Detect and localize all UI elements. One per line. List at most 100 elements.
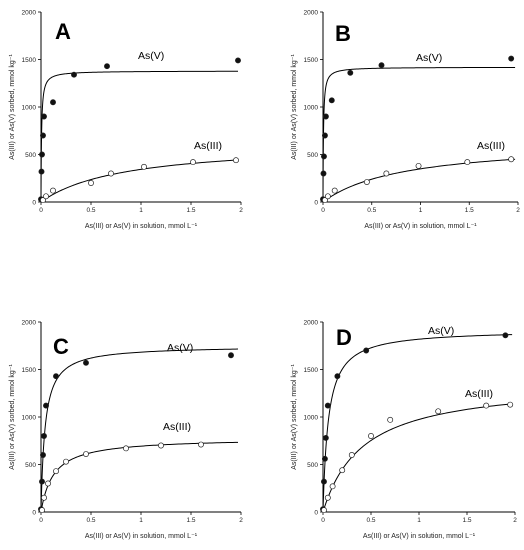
x-tick-label: 1 [417,517,421,524]
x-tick-label: 2 [239,207,243,214]
data-point [40,452,46,458]
y-tick-label: 500 [25,152,36,159]
series-as-iii: As(III) [39,421,239,514]
y-axis-label: As(III) or As(V) sorbed, mmol kg⁻¹ [291,364,298,470]
data-point [329,483,336,490]
data-point [40,197,46,204]
x-tick-label: 1.5 [465,207,474,214]
y-tick-label: 1500 [304,367,319,374]
x-tick-label: 1 [139,517,143,524]
data-point [45,480,51,487]
x-tick-label: 1.5 [462,517,471,524]
series-as-iii: As(III) [322,140,516,204]
x-tick-label: 2 [513,517,517,524]
data-point [321,153,327,160]
y-tick-label: 0 [32,509,36,516]
data-point [322,434,329,441]
data-point [508,55,515,62]
x-axis-label: As(III) or As(V) in solution, mmol L⁻¹ [363,533,476,540]
data-point [158,442,164,449]
data-point [464,159,471,166]
data-point [63,458,69,465]
data-point [331,187,338,194]
y-tick-label: 500 [25,462,36,469]
data-point [71,71,77,78]
data-point [50,99,56,106]
data-point [39,151,45,158]
x-tick-label: 1 [139,207,143,214]
data-point [83,359,89,366]
data-point [40,132,46,139]
data-point [41,494,47,501]
data-point [39,478,45,485]
panel-label: D [336,325,352,350]
data-point [43,402,49,409]
fit-curve [322,403,513,513]
fit-curve [322,66,516,202]
panel-d-chart: 0 0.5 1 1.5 2 0 500 1000 1500 2000 As(III) or As(V… [291,319,517,540]
data-point [83,451,89,457]
series-as-v: As(V) [38,50,241,203]
y-tick-label: 1500 [22,57,37,64]
y-tick-label: 1000 [304,414,319,421]
data-point [363,179,370,185]
y-tick-label: 500 [307,152,318,159]
y-tick-label: 1000 [22,414,37,421]
data-point [53,373,59,380]
data-point [43,193,49,200]
series-as-iii: As(III) [321,388,514,514]
data-point [378,62,385,69]
data-point [233,157,239,164]
y-tick-label: 1000 [22,104,37,111]
x-axis-label: As(III) or As(V) in solution, mmol L⁻¹ [364,223,477,230]
y-axis-label: As(III) or As(V) sorbed, mmol kg⁻¹ [291,54,298,160]
y-axis-label: As(III) or As(V) sorbed, mmol kg⁻¹ [9,364,16,470]
data-point [507,401,514,408]
fit-curve [40,441,239,513]
x-tick-label: 0 [39,207,43,214]
panel-label: C [53,334,69,359]
data-point [39,507,45,514]
series-label: As(III) [194,140,222,152]
x-tick-label: 1.5 [186,207,195,214]
data-point [383,170,390,177]
data-point [415,162,422,169]
x-tick-label: 2 [239,517,243,524]
fit-curve [322,334,513,512]
data-point [483,402,490,409]
x-tick-label: 0.5 [367,207,376,214]
data-point [334,373,341,380]
series-label: As(III) [477,140,505,152]
y-tick-label: 500 [307,462,318,469]
data-point [321,507,327,514]
data-point [321,478,327,485]
x-tick-label: 1.5 [186,517,195,524]
y-tick-label: 0 [314,199,318,206]
data-point [50,187,56,194]
y-tick-label: 0 [314,509,318,516]
y-tick-label: 1500 [22,367,37,374]
fit-curve [40,348,239,512]
series-as-v: As(V) [320,325,513,513]
x-tick-label: 0.5 [366,517,375,524]
data-point [141,163,147,170]
y-tick-label: 2000 [22,9,37,16]
series-label: As(III) [465,388,493,400]
data-point [190,159,196,166]
data-point [508,156,515,163]
fit-curve [40,70,238,202]
y-tick-label: 2000 [22,319,37,326]
data-point [324,494,331,501]
data-point [435,408,442,415]
data-point [198,441,204,448]
x-tick-label: 0 [321,517,325,524]
panel-a-chart: 0 0.5 1 1.5 2 0 500 1000 1500 2000 As(III) or As(V… [9,9,243,230]
data-point [502,332,509,339]
fit-curve [40,159,239,203]
data-point [53,468,59,475]
data-point [104,63,110,70]
y-tick-label: 0 [32,199,36,206]
series-label: As(V) [416,52,442,64]
data-point [88,180,94,186]
